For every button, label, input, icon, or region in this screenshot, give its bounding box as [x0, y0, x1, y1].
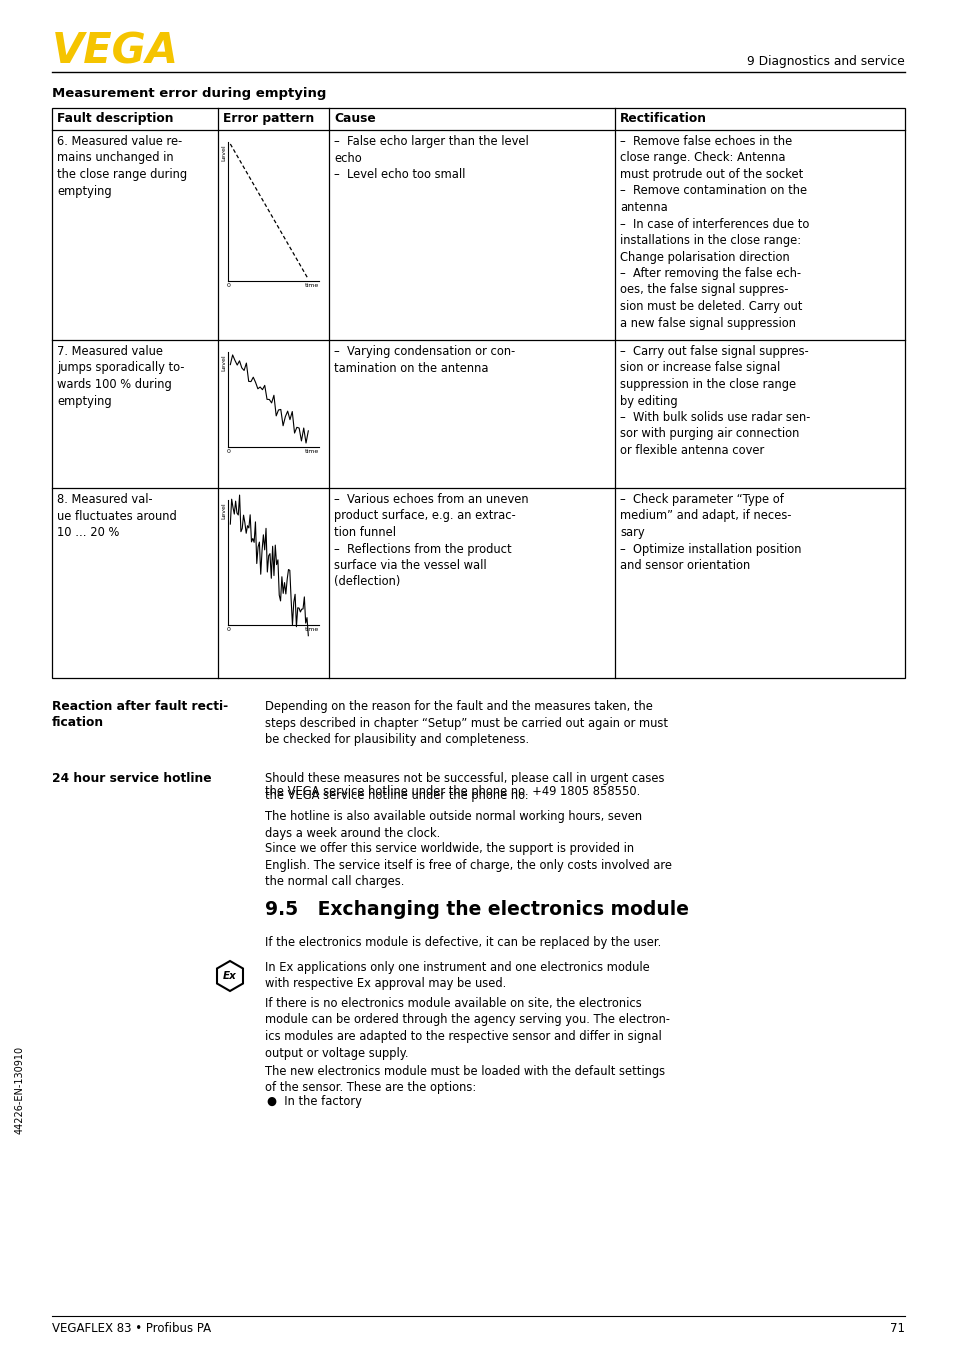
Text: 8. Measured val-
ue fluctuates around
10 … 20 %: 8. Measured val- ue fluctuates around 10…	[57, 493, 176, 539]
Text: 0: 0	[226, 627, 230, 632]
Text: Rectification: Rectification	[619, 112, 706, 125]
Text: –  Various echoes from an uneven
product surface, e.g. an extrac-
tion funnel
– : – Various echoes from an uneven product …	[334, 493, 528, 589]
Text: Error pattern: Error pattern	[223, 112, 314, 125]
Text: time: time	[305, 283, 319, 288]
Text: time: time	[305, 627, 319, 632]
Text: 9 Diagnostics and service: 9 Diagnostics and service	[746, 56, 904, 68]
Text: Depending on the reason for the fault and the measures taken, the
steps describe: Depending on the reason for the fault an…	[265, 700, 667, 746]
Text: Measurement error during emptying: Measurement error during emptying	[52, 87, 326, 100]
Text: the VEGA service hotline under the phone no. +49 1805 858550.: the VEGA service hotline under the phone…	[265, 785, 639, 798]
Text: 71: 71	[889, 1322, 904, 1335]
Text: 6. Measured value re-
mains unchanged in
the close range during
emptying: 6. Measured value re- mains unchanged in…	[57, 135, 187, 198]
Text: –  Carry out false signal suppres-
sion or increase false signal
suppression in : – Carry out false signal suppres- sion o…	[619, 345, 809, 458]
Text: Fault description: Fault description	[57, 112, 173, 125]
Bar	[52, 108, 904, 678]
Text: Ex: Ex	[223, 971, 236, 982]
Text: time: time	[305, 448, 319, 454]
Text: In Ex applications only one instrument and one electronics module
with respectiv: In Ex applications only one instrument a…	[265, 961, 649, 991]
Text: –  False echo larger than the level
echo
–  Level echo too small: – False echo larger than the level echo …	[334, 135, 528, 181]
Text: ●  In the factory: ● In the factory	[267, 1095, 361, 1108]
Text: If the electronics module is defective, it can be replaced by the user.: If the electronics module is defective, …	[265, 936, 660, 949]
Text: 0: 0	[226, 283, 230, 288]
Text: 44226-EN-130910: 44226-EN-130910	[15, 1045, 25, 1135]
Text: 0: 0	[226, 448, 230, 454]
Text: –  Check parameter “Type of
medium” and adapt, if neces-
sary
–  Optimize instal: – Check parameter “Type of medium” and a…	[619, 493, 801, 571]
Text: –  Varying condensation or con-
tamination on the antenna: – Varying condensation or con- taminatio…	[334, 345, 515, 375]
Text: VEGA: VEGA	[52, 30, 179, 72]
Text: Cause: Cause	[334, 112, 375, 125]
Text: 7. Measured value
jumps sporadically to-
wards 100 % during
emptying: 7. Measured value jumps sporadically to-…	[57, 345, 184, 408]
Text: Level: Level	[221, 353, 226, 371]
Text: VEGAFLEX 83 • Profibus PA: VEGAFLEX 83 • Profibus PA	[52, 1322, 211, 1335]
Text: If there is no electronics module available on site, the electronics
module can : If there is no electronics module availa…	[265, 997, 669, 1059]
Text: The new electronics module must be loaded with the default settings
of the senso: The new electronics module must be loade…	[265, 1066, 664, 1094]
Text: Since we offer this service worldwide, the support is provided in
English. The s: Since we offer this service worldwide, t…	[265, 842, 671, 888]
Text: Level: Level	[221, 502, 226, 519]
Text: The hotline is also available outside normal working hours, seven
days a week ar: The hotline is also available outside no…	[265, 810, 641, 839]
Text: –  Remove false echoes in the
close range. Check: Antenna
must protrude out of t: – Remove false echoes in the close range…	[619, 135, 808, 329]
Text: 9.5   Exchanging the electronics module: 9.5 Exchanging the electronics module	[265, 900, 688, 919]
Text: Level: Level	[221, 144, 226, 161]
Text: Reaction after fault recti-
fication: Reaction after fault recti- fication	[52, 700, 228, 730]
Text: Should these measures not be successful, please call in urgent cases
the VEGA se: Should these measures not be successful,…	[265, 772, 664, 802]
Text: 24 hour service hotline: 24 hour service hotline	[52, 772, 212, 785]
